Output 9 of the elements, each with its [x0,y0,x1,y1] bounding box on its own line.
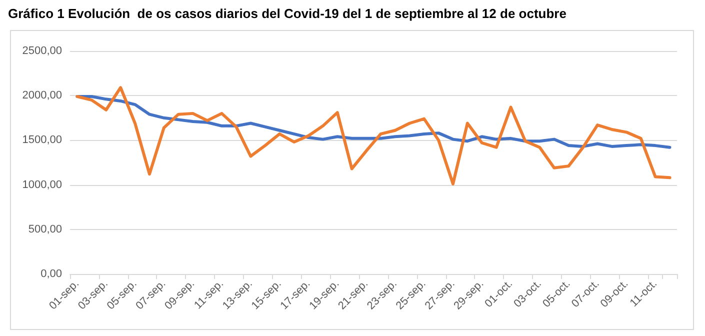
y-tick-label: 1000,00 [22,178,62,191]
line-series [76,86,672,186]
y-tick-label: 1500,00 [22,134,62,146]
y-tick-label: 0,00 [40,268,62,280]
y-tick-label: 500,00 [28,223,62,236]
chart-title: Gráfico 1 Evolución de os casos diarios del Covid-19 del 1 de septiembre al 12 de octubre [8,6,566,21]
y-tick-label: 2500,00 [22,45,62,57]
line-series [76,94,672,149]
y-tick-label: 2000,00 [22,90,62,102]
